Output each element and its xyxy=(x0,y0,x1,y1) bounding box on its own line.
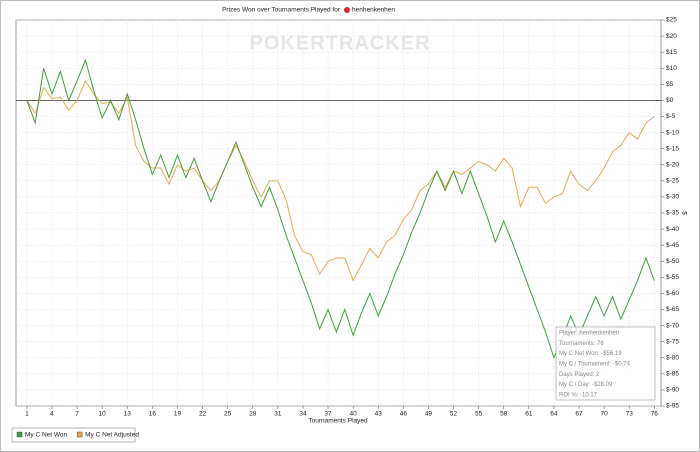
y-tick-label: $15 xyxy=(666,49,677,56)
x-tick-label: 73 xyxy=(626,411,634,418)
y-tick-label: $0 xyxy=(666,97,674,104)
tooltip-box xyxy=(555,326,656,401)
x-tick-label: 55 xyxy=(475,411,483,418)
x-tick-label: 67 xyxy=(575,411,583,418)
x-tick-label: 37 xyxy=(324,411,332,418)
y-tick-label: $-25 xyxy=(666,178,679,185)
tooltip-line: ROI %: -10.17 xyxy=(559,392,598,398)
x-tick-label: 10 xyxy=(99,411,107,418)
x-tick-label: 31 xyxy=(274,411,282,418)
legend-box xyxy=(11,427,136,443)
x-tick-label: 49 xyxy=(425,411,433,418)
x-tick-label: 13 xyxy=(124,411,132,418)
legend-swatch xyxy=(16,431,23,438)
player-name: henhenkenhen xyxy=(352,7,395,14)
x-tick-label: 61 xyxy=(525,411,533,418)
y-tick-label: $-75 xyxy=(666,338,679,345)
x-tick-label: 43 xyxy=(375,411,383,418)
y-tick-label: $-95 xyxy=(666,403,679,410)
y-tick-label: $-15 xyxy=(666,145,679,152)
y-tick-label: $-45 xyxy=(666,242,679,249)
y-tick-label: $-80 xyxy=(666,354,679,361)
x-tick-label: 22 xyxy=(199,411,207,418)
y-tick-label: $-35 xyxy=(666,210,679,217)
tooltip-line: My C / Tournament: -$0.74 xyxy=(559,361,631,367)
y-tick-label: $-55 xyxy=(666,274,679,281)
x-tick-label: 52 xyxy=(450,411,458,418)
x-tick-label: 46 xyxy=(400,411,408,418)
legend-swatch xyxy=(76,431,83,438)
x-axis-label: Tournaments Played xyxy=(308,418,368,425)
x-tick-label: 16 xyxy=(149,411,157,418)
tooltip-line: Days Played: 2 xyxy=(559,372,600,378)
y-axis-label: $ xyxy=(680,211,687,215)
player-icon xyxy=(344,7,350,13)
x-tick-label: 70 xyxy=(600,411,608,418)
y-tick-label: $-10 xyxy=(666,129,679,136)
y-tick-label: $-50 xyxy=(666,258,679,265)
x-tick-label: 19 xyxy=(174,411,182,418)
y-tick-label: $-5 xyxy=(666,113,676,120)
y-tick-label: $-60 xyxy=(666,290,679,297)
y-tick-label: $-20 xyxy=(666,161,679,168)
y-tick-label: $-85 xyxy=(666,371,679,378)
x-tick-label: 28 xyxy=(249,411,257,418)
tooltip-line: Player: henhenkenhen xyxy=(559,331,619,337)
y-tick-label: $-70 xyxy=(666,322,679,329)
y-tick-label: $20 xyxy=(666,33,677,40)
y-tick-label: $-90 xyxy=(666,387,679,394)
x-tick-label: 7 xyxy=(75,411,79,418)
x-tick-label: 4 xyxy=(50,411,54,418)
tooltip-line: My C / Day: -$28.09 xyxy=(559,382,613,388)
series-line xyxy=(26,80,655,282)
legend-label: My C Net Adjusted xyxy=(85,432,139,439)
x-tick-label: 40 xyxy=(350,411,358,418)
legend-label: My C Net Won xyxy=(25,432,68,439)
y-tick-label: $25 xyxy=(666,17,677,24)
y-tick-label: $5 xyxy=(666,81,674,88)
x-tick-label: 25 xyxy=(224,411,232,418)
x-tick-label: 76 xyxy=(651,411,659,418)
x-tick-label: 64 xyxy=(550,411,558,418)
y-tick-label: $-40 xyxy=(666,226,679,233)
y-tick-label: $-65 xyxy=(666,306,679,313)
x-tick-label: 1 xyxy=(25,411,29,418)
x-tick-label: 58 xyxy=(500,411,508,418)
tooltip-line: Tournaments: 76 xyxy=(559,341,604,347)
series-line xyxy=(26,58,655,360)
y-tick-label: $10 xyxy=(666,65,677,72)
x-tick-label: 34 xyxy=(299,411,307,418)
y-tick-label: $-30 xyxy=(666,194,679,201)
watermark: POKERTRACKER xyxy=(250,32,431,54)
tooltip-line: My C Net Won: -$56.19 xyxy=(559,351,622,357)
chart-title: Prizes Won over Tournaments Played for xyxy=(222,7,341,14)
